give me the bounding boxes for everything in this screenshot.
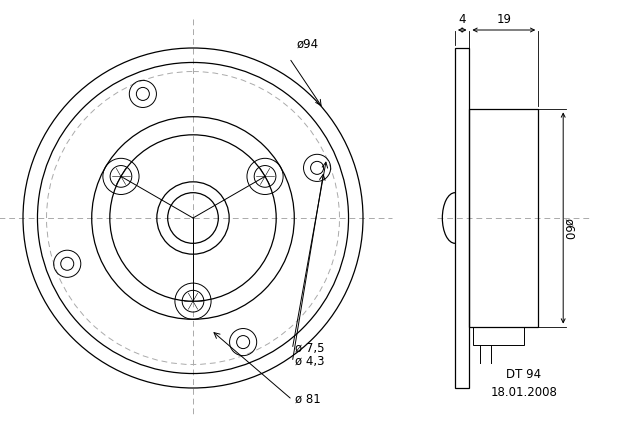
Bar (469, 110, 538, 326)
Text: ø 4,3: ø 4,3 (296, 355, 325, 368)
Text: 4: 4 (459, 13, 466, 26)
Text: ø94: ø94 (296, 38, 318, 51)
Bar (455, 48, 469, 388)
Text: DT 94: DT 94 (506, 368, 542, 381)
Text: 18.01.2008: 18.01.2008 (490, 385, 557, 399)
Bar (473, 326, 524, 345)
Text: 19: 19 (497, 13, 511, 26)
Text: ø 7,5: ø 7,5 (296, 342, 325, 355)
Text: ø 81: ø 81 (296, 392, 321, 405)
Text: ø60: ø60 (562, 218, 574, 240)
